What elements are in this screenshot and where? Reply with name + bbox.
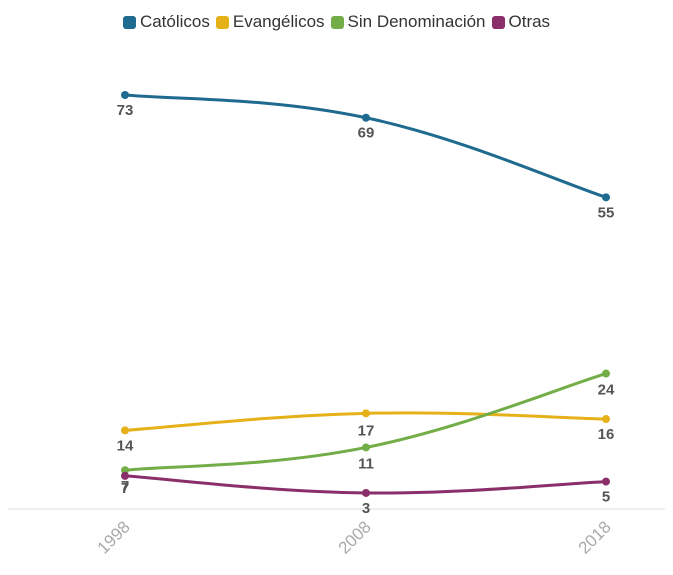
- legend-swatch-evangelicos: [215, 15, 229, 29]
- legend-label-evangelicos: Evangélicos: [232, 12, 325, 31]
- series-layer: [121, 91, 610, 497]
- data-label-catolicos-2018: 55: [598, 204, 615, 221]
- data-label-otras-1998: 7: [121, 480, 129, 497]
- legend-item-otras[interactable]: Otras: [491, 12, 551, 32]
- x-tick-label-2008: 2008: [335, 517, 375, 557]
- data-point-sin-denominacion-1998[interactable]: [121, 466, 129, 475]
- legend-item-evangelicos[interactable]: Evangélicos: [215, 12, 325, 32]
- data-label-otras-2018: 5: [602, 489, 610, 506]
- data-point-catolicos-2008[interactable]: [362, 113, 370, 122]
- data-label-catolicos-2008: 69: [358, 125, 375, 142]
- data-point-otras-2018[interactable]: [602, 477, 610, 486]
- data-label-evangelicos-1998: 14: [117, 437, 134, 454]
- data-point-evangelicos-2018[interactable]: [602, 415, 610, 424]
- data-point-otras-1998[interactable]: [121, 471, 129, 480]
- legend-label-otras: Otras: [508, 12, 551, 31]
- data-label-otras-2008: 3: [362, 500, 370, 517]
- x-axis-ticks: 1998 2008 2018: [94, 517, 615, 557]
- data-label-evangelicos-2008: 17: [358, 422, 375, 439]
- legend-label-catolicos: Católicos: [139, 12, 210, 31]
- x-tick-label-1998: 1998: [94, 517, 134, 557]
- data-label-sin-denominacion-2018: 24: [598, 382, 615, 399]
- legend-swatch-otras: [491, 15, 505, 29]
- data-point-evangelicos-2008[interactable]: [362, 409, 370, 418]
- data-point-catolicos-2018[interactable]: [602, 193, 610, 202]
- data-point-catolicos-1998[interactable]: [121, 91, 129, 99]
- legend-swatch-catolicos: [122, 15, 136, 29]
- series-line-catolicos: [124, 93, 607, 199]
- data-point-sin-denominacion-2018[interactable]: [602, 369, 610, 378]
- legend-label-sin-denominacion: Sin Denominación: [347, 12, 486, 31]
- legend: Católicos Evangélicos Sin Denominación Otra…: [0, 12, 673, 32]
- legend-swatch-sin-denominacion: [330, 15, 344, 29]
- legend-item-catolicos[interactable]: Católicos: [122, 12, 210, 32]
- data-label-catolicos-1998: 73: [117, 102, 134, 119]
- data-label-sin-denominacion-1998: 7: [121, 478, 129, 495]
- data-point-evangelicos-1998[interactable]: [121, 426, 129, 435]
- legend-item-sin-denominacion[interactable]: Sin Denominación: [330, 12, 486, 32]
- data-point-sin-denominacion-2008[interactable]: [362, 443, 370, 452]
- data-point-otras-2008[interactable]: [362, 488, 370, 497]
- data-label-sin-denominacion-2008: 11: [358, 455, 374, 472]
- x-tick-label-2018: 2018: [575, 517, 615, 557]
- data-label-evangelicos-2018: 16: [598, 426, 615, 443]
